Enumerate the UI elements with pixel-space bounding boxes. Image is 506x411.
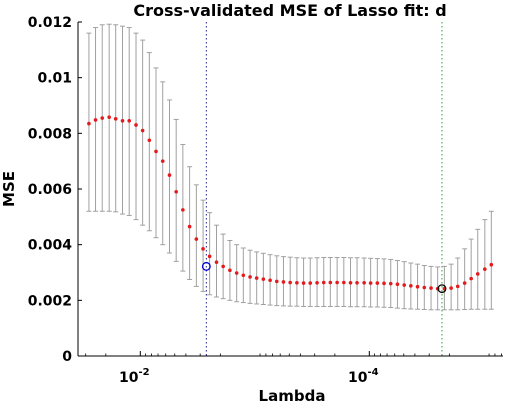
plot-area: 0 0.002 0.004 0.006 0.008 0.01 0.012 10-2 10-4 — [28, 15, 503, 386]
data-point-12 — [167, 173, 172, 177]
data-point-41 — [362, 280, 366, 285]
data-point-49 — [415, 284, 420, 289]
data-point-28 — [274, 279, 279, 284]
data-point-38 — [342, 280, 346, 285]
one-se-marker — [201, 261, 211, 271]
data-point-19 — [214, 260, 219, 265]
data-point-60 — [489, 262, 494, 267]
data-point-59 — [483, 267, 487, 271]
chart-title: Cross-validated MSE of Lasso fit: d — [133, 1, 446, 20]
data-point-14 — [181, 208, 185, 212]
data-point-57 — [469, 276, 473, 281]
data-point-34 — [315, 280, 319, 285]
data-point-32 — [301, 281, 306, 285]
data-point-56 — [462, 281, 467, 285]
y-tick-label-0: 0 — [62, 349, 72, 365]
data-point-8 — [140, 128, 145, 133]
data-point-36 — [328, 280, 333, 285]
data-point-5 — [120, 119, 125, 123]
data-point-39 — [348, 280, 353, 285]
data-point-40 — [355, 280, 359, 285]
data-point-29 — [281, 280, 286, 284]
data-point-10 — [154, 149, 158, 154]
data-point-11 — [160, 159, 165, 163]
y-tick-label-3: 0.006 — [28, 182, 72, 198]
y-tick-label-2: 0.004 — [28, 238, 73, 254]
data-point-25 — [254, 276, 259, 280]
data-point-3 — [107, 115, 111, 119]
data-point-37 — [335, 280, 339, 285]
x-tick-label-1: 10-4 — [348, 367, 379, 386]
data-point-55 — [455, 284, 460, 289]
data-point-27 — [268, 278, 272, 283]
data-point-7 — [134, 123, 138, 127]
y-tick-label-1: 0.002 — [28, 293, 72, 309]
data-point-58 — [475, 272, 480, 276]
data-point-9 — [147, 138, 152, 143]
data-point-2 — [100, 116, 105, 120]
data-point-17 — [201, 247, 205, 251]
data-point-31 — [295, 280, 299, 285]
data-point-48 — [409, 284, 413, 288]
data-point-23 — [241, 273, 246, 278]
data-point-16 — [194, 237, 199, 241]
data-point-26 — [261, 277, 266, 281]
data-point-20 — [221, 264, 225, 269]
data-point-44 — [382, 281, 386, 286]
data-point-43 — [375, 281, 380, 285]
data-point-0 — [87, 121, 91, 126]
data-point-13 — [174, 189, 178, 194]
data-point-35 — [321, 280, 326, 285]
data-point-1 — [93, 118, 98, 122]
data-point-30 — [288, 280, 292, 285]
data-point-18 — [207, 254, 212, 259]
y-tick-label-5: 0.01 — [37, 71, 72, 87]
data-point-6 — [127, 119, 132, 123]
data-point-42 — [368, 281, 373, 285]
data-point-15 — [187, 224, 192, 229]
min-mse-marker — [437, 284, 447, 294]
data-point-33 — [308, 281, 313, 285]
data-point-24 — [248, 275, 252, 279]
y-axis-label-group: MSE — [0, 171, 18, 207]
y-tick-label-4: 0.008 — [28, 126, 72, 142]
data-point-54 — [449, 286, 453, 290]
x-axis-label: Lambda — [259, 387, 326, 405]
data-point-51 — [429, 286, 433, 290]
data-point-50 — [422, 285, 427, 290]
y-axis-label: MSE — [0, 171, 18, 207]
x-tick-label-0: 10-2 — [119, 367, 150, 386]
data-point-21 — [228, 268, 232, 273]
data-point-22 — [234, 271, 239, 275]
y-tick-label-6: 0.012 — [28, 15, 72, 31]
data-point-45 — [388, 281, 393, 286]
data-point-46 — [395, 282, 400, 286]
data-point-4 — [113, 117, 118, 121]
data-point-47 — [402, 283, 406, 287]
